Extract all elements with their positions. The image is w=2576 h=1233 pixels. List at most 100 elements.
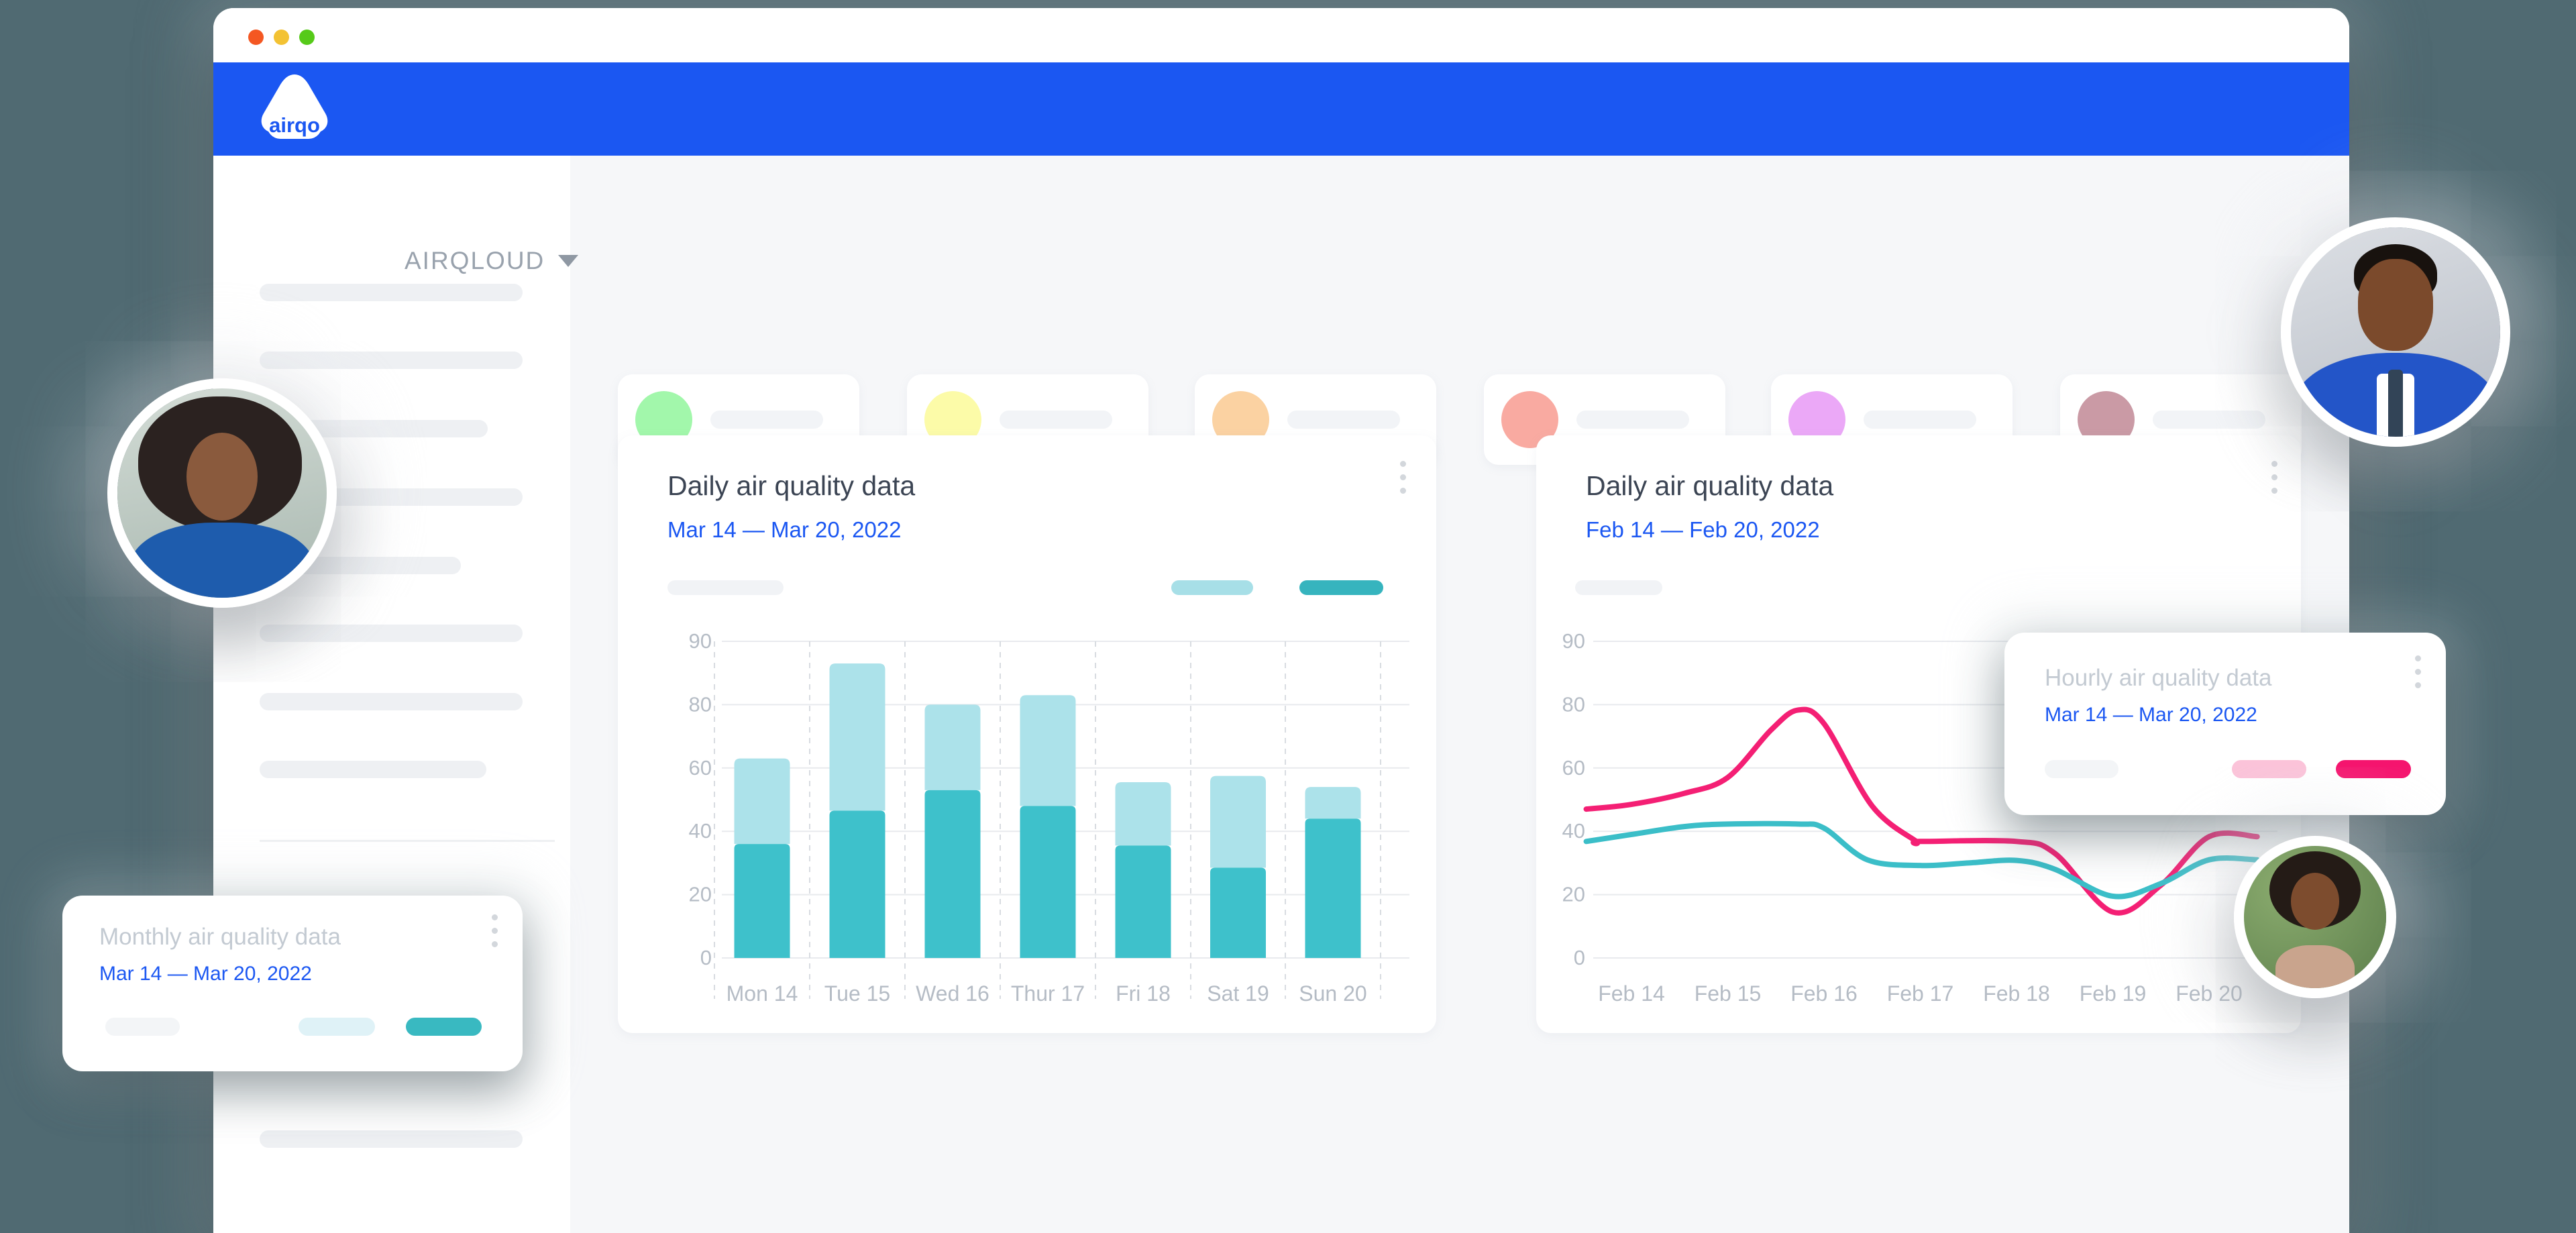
maximize-button[interactable]: [299, 30, 315, 45]
window-titlebar: [213, 8, 2349, 62]
line-chart: 0 20 40 60 80 90 Feb 14 Feb 15 Feb 16 Feb 17 Feb 1…: [1562, 629, 2277, 1006]
close-button[interactable]: [248, 30, 264, 45]
y-axis-tick-label: 0: [1574, 946, 1585, 969]
legend-pill-light-teal[interactable]: [1171, 580, 1253, 595]
bar-segment-dark[interactable]: [924, 790, 981, 958]
teal-series-line[interactable]: [1583, 820, 2260, 900]
legend-pill-dark[interactable]: [406, 1018, 482, 1036]
bar-segment-light[interactable]: [1115, 782, 1171, 846]
x-axis-label: Feb 17: [1887, 981, 1954, 1006]
x-axis-label: Thur 17: [1011, 981, 1085, 1006]
card-title: Hourly air quality data: [2045, 665, 2272, 691]
x-axis-label: Sun 20: [1299, 981, 1366, 1006]
minimize-button[interactable]: [274, 30, 289, 45]
bar-segment-light[interactable]: [1020, 695, 1076, 806]
hourly-air-quality-card: Hourly air quality data Mar 14 — Mar 20,…: [2004, 633, 2446, 815]
bar-segment-dark[interactable]: [1305, 818, 1361, 958]
pink-series-line[interactable]: [1583, 706, 2260, 916]
x-axis-label: Feb 14: [1598, 981, 1665, 1006]
metric-skeleton-label: [1864, 411, 1976, 429]
stacked-bar-chart: 0 20 40 60 80 90 Mon 14 Tue 15 Wed 16 Thur 17 Fri …: [689, 629, 1409, 1006]
airqloud-label: AIRQLOUD: [405, 247, 545, 274]
x-axis-label: Mon 14: [727, 981, 798, 1006]
x-axis-label: Feb 15: [1695, 981, 1762, 1006]
sidebar-skeleton-item: [260, 625, 523, 642]
kebab-menu-icon[interactable]: [2261, 461, 2288, 494]
x-axis-label: Sat 19: [1207, 981, 1269, 1006]
legend-skeleton-pill: [667, 580, 784, 595]
chart-date-range[interactable]: Mar 14 — Mar 20, 2022: [667, 517, 902, 542]
avatar-woman-bottom-right: [2234, 836, 2396, 998]
monthly-air-quality-card: Monthly air quality data Mar 14 — Mar 20…: [62, 896, 523, 1071]
card-date-range[interactable]: Mar 14 — Mar 20, 2022: [2045, 704, 2257, 726]
metric-skeleton-label: [1576, 411, 1689, 429]
avatar-face: [2357, 258, 2434, 352]
bar-segment-light[interactable]: [1305, 787, 1361, 819]
metric-skeleton-label: [710, 411, 823, 429]
x-axis-label: Feb 19: [2080, 981, 2147, 1006]
y-axis-tick-label: 40: [689, 819, 712, 843]
legend-skeleton-pill: [2045, 760, 2118, 778]
legend-pill-dark-teal[interactable]: [1299, 580, 1383, 595]
avatar-face: [186, 432, 258, 521]
avatar-woman-left: [107, 378, 337, 608]
bar-segment-light[interactable]: [924, 704, 981, 790]
sidebar-skeleton-item: [260, 284, 523, 301]
sidebar-nav: [213, 156, 570, 1233]
logo-text: airqo: [269, 113, 320, 137]
y-axis-tick-label: 40: [1562, 819, 1585, 843]
sidebar-skeleton-item: [260, 1130, 523, 1148]
chart-title: Daily air quality data: [667, 470, 916, 501]
sidebar-divider: [260, 840, 555, 842]
bar-segment-dark[interactable]: [1020, 806, 1076, 958]
avatar-face: [2290, 873, 2340, 930]
browser-window: airqo: [213, 8, 2349, 1233]
y-axis-tick-label: 80: [689, 692, 712, 716]
y-axis-tick-label: 90: [1562, 629, 1585, 653]
avatar-man-right: [2281, 217, 2510, 447]
avatar-shoulders: [2275, 945, 2355, 988]
x-axis-label: Tue 15: [824, 981, 890, 1006]
y-axis-tick-label: 20: [1562, 883, 1585, 906]
avatar-tie: [2388, 370, 2403, 437]
bar-segment-light[interactable]: [829, 663, 885, 811]
kebab-menu-icon[interactable]: [481, 914, 508, 947]
metric-skeleton-label: [1287, 411, 1400, 429]
legend-pill-light[interactable]: [299, 1018, 375, 1036]
metric-skeleton-label: [1000, 411, 1112, 429]
y-axis-tick-label: 80: [1562, 692, 1585, 716]
bar-segment-dark[interactable]: [734, 844, 790, 958]
card-date-range[interactable]: Mar 14 — Mar 20, 2022: [99, 963, 312, 985]
chart-title: Daily air quality data: [1586, 470, 1834, 501]
x-axis-label: Feb 18: [1983, 981, 2050, 1006]
sidebar-skeleton-item: [260, 761, 486, 778]
bar-segment-light[interactable]: [1210, 775, 1266, 868]
bar-segment-dark[interactable]: [1210, 867, 1266, 958]
bar-segment-light[interactable]: [734, 758, 790, 845]
y-axis-tick-label: 20: [689, 883, 712, 906]
chart-date-range[interactable]: Feb 14 — Feb 20, 2022: [1586, 517, 1820, 542]
x-axis-label: Fri 18: [1116, 981, 1171, 1006]
kebab-menu-icon[interactable]: [1389, 461, 1416, 494]
bar-segment-dark[interactable]: [829, 810, 885, 958]
card-title: Monthly air quality data: [99, 924, 341, 950]
traffic-lights: [248, 30, 315, 45]
bar-segment-dark[interactable]: [1115, 845, 1171, 958]
x-axis-label: Feb 16: [1790, 981, 1858, 1006]
sidebar-skeleton-item: [260, 352, 523, 369]
y-axis-tick-label: 0: [700, 946, 712, 969]
y-axis-tick-label: 60: [1562, 756, 1585, 780]
metric-skeleton-label: [2153, 411, 2265, 429]
airqloud-dropdown[interactable]: AIRQLOUD: [405, 247, 579, 275]
avatar-torso: [129, 522, 315, 598]
daily-bar-chart-card: Daily air quality data Mar 14 — Mar 20, …: [618, 435, 1436, 1033]
chevron-down-icon: [558, 255, 579, 267]
kebab-menu-icon[interactable]: [2404, 655, 2431, 688]
legend-pill-light[interactable]: [2232, 760, 2306, 778]
airqo-logo: airqo: [258, 72, 331, 146]
sidebar-skeleton-item: [260, 693, 523, 710]
y-axis-tick-label: 60: [689, 756, 712, 780]
x-axis-label: Wed 16: [916, 981, 989, 1006]
legend-pill-dark[interactable]: [2336, 760, 2411, 778]
